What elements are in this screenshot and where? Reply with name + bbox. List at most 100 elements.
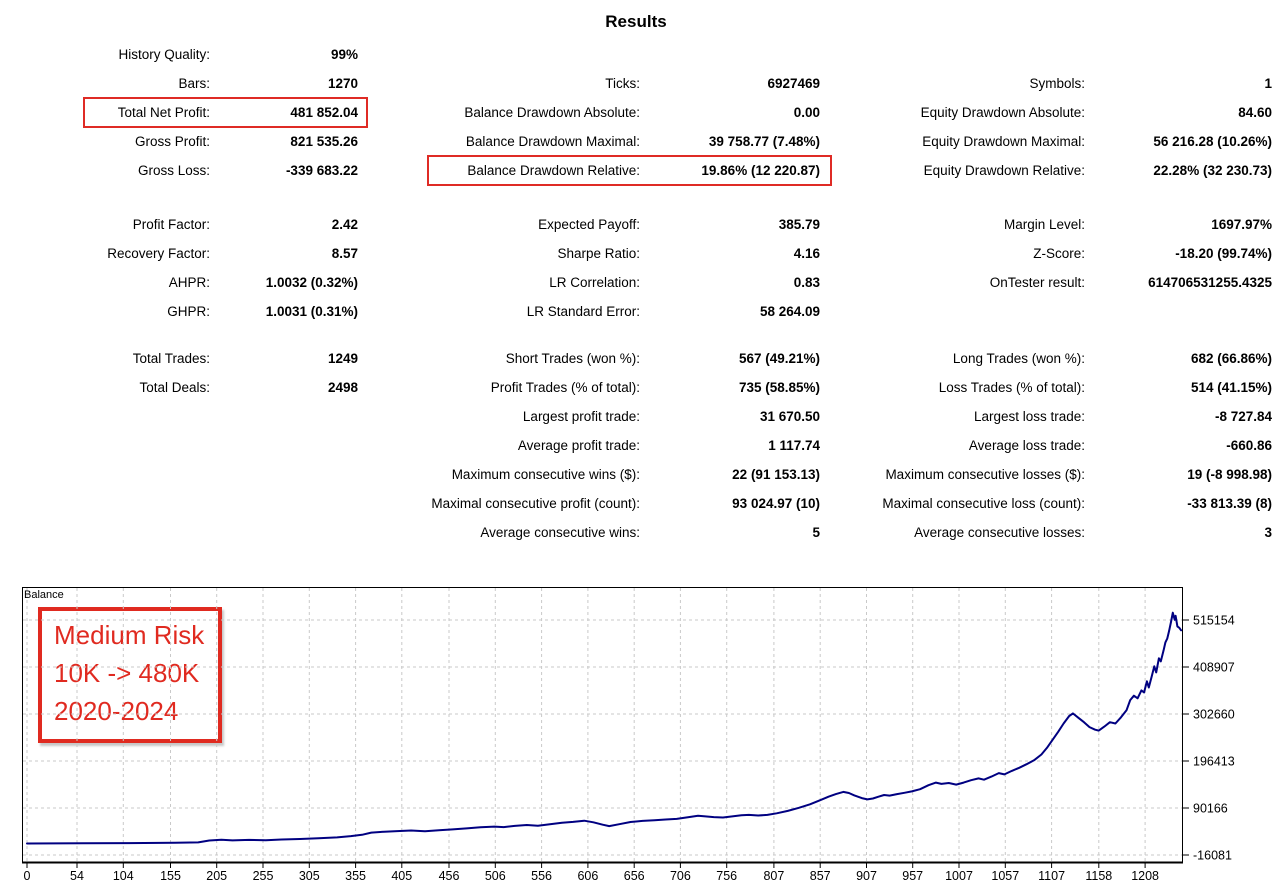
stat-label: Average consecutive losses:	[914, 525, 1085, 540]
stats-row: Maximal consecutive profit (count): 93 02…	[0, 489, 1272, 518]
stat-label: Gross Loss:	[137, 163, 210, 178]
stat-label: Total Net Profit:	[117, 105, 210, 120]
annotation-line: Medium Risk	[54, 620, 205, 650]
stat-pair	[0, 431, 358, 460]
stat-pair: Maximal consecutive loss (count): -33 813…	[820, 489, 1272, 518]
stat-pair: History Quality: 99%	[0, 40, 358, 69]
stat-value: 1249	[327, 351, 358, 366]
stats-block: History Quality: 99% Bars: 1270 Ticks: 692746…	[0, 40, 1272, 186]
stat-label: AHPR:	[168, 275, 210, 290]
x-axis-tick-label: 506	[485, 869, 506, 883]
stats-row: Total Trades: 1249 Short Trades (won %): 56…	[0, 344, 1272, 373]
stats-row: Gross Loss: -339 683.22 Balance Drawdown R…	[0, 155, 1272, 186]
x-axis-tick-label: 1208	[1131, 869, 1159, 883]
stat-label: Profit Trades (% of total):	[490, 380, 640, 395]
stat-label: Maximum consecutive losses ($):	[885, 467, 1085, 482]
stat-value: 2498	[327, 380, 358, 395]
stat-pair: Maximum consecutive wins ($): 22 (91 153.…	[358, 460, 820, 489]
stats-row: Profit Factor: 2.42 Expected Payoff: 385.79…	[0, 210, 1272, 239]
stat-pair: Average consecutive wins: 5	[358, 518, 820, 547]
x-axis-tick-label: 1158	[1085, 869, 1112, 883]
stat-pair: Total Net Profit: 481 852.04	[0, 97, 368, 128]
stat-value: 682 (66.86%)	[1190, 351, 1272, 366]
stat-value: -339 683.22	[285, 163, 358, 178]
stat-label: Equity Drawdown Relative:	[923, 163, 1085, 178]
stat-label: Average consecutive wins:	[480, 525, 640, 540]
stat-value: 1270	[327, 76, 358, 91]
stat-value: 1.0031 (0.31%)	[265, 304, 358, 319]
stat-pair	[0, 489, 358, 518]
stat-value: 31 670.50	[759, 409, 820, 424]
y-axis-tick-label: -16081	[1193, 849, 1232, 863]
x-axis-tick-label: 155	[160, 869, 181, 883]
stat-label: Long Trades (won %):	[952, 351, 1085, 366]
stat-pair: Z-Score: -18.20 (99.74%)	[820, 239, 1272, 268]
chart-annotation: Medium Risk 10K -> 480K 2020-2024	[38, 607, 223, 743]
stat-pair	[0, 518, 358, 547]
stat-pair: Ticks: 6927469	[358, 69, 820, 98]
stats-row: Maximum consecutive wins ($): 22 (91 153.…	[0, 460, 1272, 489]
x-axis-tick-label: 305	[299, 869, 320, 883]
stats-row: Largest profit trade: 31 670.50 Largest lo…	[0, 402, 1272, 431]
stats-block: Total Trades: 1249 Short Trades (won %): 56…	[0, 344, 1272, 547]
stat-pair: Balance Drawdown Absolute: 0.00	[358, 98, 820, 127]
y-axis-tick-label: 408907	[1193, 661, 1235, 675]
stat-value: 6927469	[767, 76, 820, 91]
stat-pair	[0, 402, 358, 431]
stat-value: 56 216.28 (10.26%)	[1153, 134, 1272, 149]
x-axis-tick-label: 807	[763, 869, 784, 883]
y-axis-tick-label: 90166	[1193, 802, 1228, 816]
stat-label: LR Standard Error:	[526, 304, 640, 319]
stat-value: 22.28% (32 230.73)	[1153, 163, 1272, 178]
balance-chart: 0 54 104 155 205 255 305 355 405 456 506 556 606 656 7…	[22, 587, 1235, 884]
x-axis-tick-label: 205	[206, 869, 227, 883]
stat-pair	[820, 40, 1272, 69]
x-axis-tick-label: 606	[577, 869, 598, 883]
stat-pair: Average loss trade: -660.86	[820, 431, 1272, 460]
stat-label: Profit Factor:	[132, 217, 210, 232]
stat-pair: Expected Payoff: 385.79	[358, 210, 820, 239]
x-axis-tick-label: 104	[113, 869, 134, 883]
stat-pair: Symbols: 1	[820, 69, 1272, 98]
x-axis-tick-label: 1007	[945, 869, 973, 883]
stat-value: 4.16	[793, 246, 820, 261]
statistics-table: History Quality: 99% Bars: 1270 Ticks: 692746…	[0, 40, 1272, 547]
stat-value: 22 (91 153.13)	[732, 467, 820, 482]
stat-label: Balance Drawdown Relative:	[467, 163, 640, 178]
x-axis-tick-label: 0	[24, 869, 31, 883]
stat-label: Expected Payoff:	[538, 217, 640, 232]
stat-value: 5	[812, 525, 820, 540]
stat-label: Maximal consecutive loss (count):	[882, 496, 1085, 511]
stat-label: Balance Drawdown Maximal:	[465, 134, 640, 149]
stat-label: History Quality:	[118, 47, 210, 62]
stat-pair: Maximum consecutive losses ($): 19 (-8 99…	[820, 460, 1272, 489]
x-axis-tick-label: 656	[624, 869, 645, 883]
stat-pair: Largest profit trade: 31 670.50	[358, 402, 820, 431]
stat-pair: LR Correlation: 0.83	[358, 268, 820, 297]
stat-pair: AHPR: 1.0032 (0.32%)	[0, 268, 358, 297]
stats-row: Total Deals: 2498 Profit Trades (% of tota…	[0, 373, 1272, 402]
chart-axes: 0 54 104 155 205 255 305 355 405 456 506 556 606 656 7…	[24, 614, 1235, 884]
x-axis-tick-label: 355	[345, 869, 366, 883]
stat-label: Maximum consecutive wins ($):	[451, 467, 640, 482]
stat-value: 735 (58.85%)	[738, 380, 820, 395]
stat-value: 93 024.97 (10)	[732, 496, 820, 511]
stat-value: 821 535.26	[290, 134, 358, 149]
stat-value: 19.86% (12 220.87)	[701, 163, 820, 178]
stat-pair: Largest loss trade: -8 727.84	[820, 402, 1272, 431]
stat-value: 0.83	[793, 275, 820, 290]
stat-value: -8 727.84	[1214, 409, 1272, 424]
stats-row: History Quality: 99%	[0, 40, 1272, 69]
stat-label: Short Trades (won %):	[505, 351, 640, 366]
stat-label: Margin Level:	[1003, 217, 1085, 232]
stat-value: 1697.97%	[1211, 217, 1272, 232]
stat-value: 19 (-8 998.98)	[1187, 467, 1272, 482]
stat-label: Recovery Factor:	[107, 246, 210, 261]
stat-label: Equity Drawdown Maximal:	[922, 134, 1085, 149]
stat-label: Largest loss trade:	[973, 409, 1085, 424]
stat-pair: Balance Drawdown Maximal: 39 758.77 (7.48…	[358, 127, 820, 156]
x-axis-tick-label: 54	[70, 869, 84, 883]
stat-label: Maximal consecutive profit (count):	[431, 496, 640, 511]
stats-row: Bars: 1270 Ticks: 6927469 Symbols: 1	[0, 69, 1272, 98]
x-axis-tick-label: 405	[391, 869, 412, 883]
